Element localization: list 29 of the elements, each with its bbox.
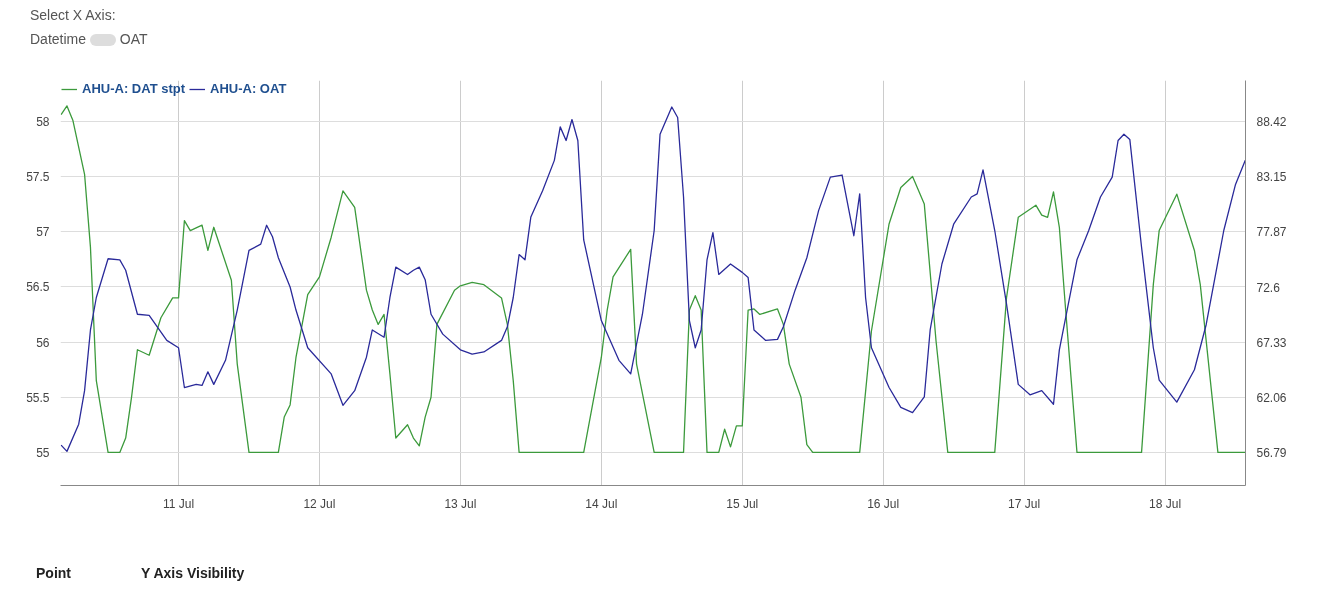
text: Point [36,565,71,581]
x-tick-label: 18 Jul [1149,496,1182,511]
y-tick-label: 57 [36,225,50,240]
x-tick-label: 15 Jul [726,496,759,511]
y2-tick-label: 72.6 [1256,280,1281,295]
legend-label: AHU-A: DAT stpt [82,81,186,96]
x-tick-label: 16 Jul [867,496,900,511]
y2-tick-label: 83.15 [1256,170,1287,185]
y2-tick-label: 77.87 [1256,225,1287,240]
y2-tick-label: 62.06 [1256,390,1287,405]
y2-tick-label: 56.79 [1256,446,1287,461]
y2-tick-label: 67.33 [1256,335,1287,350]
text: OAT [119,31,148,47]
y-tick-label: 56.5 [26,280,50,295]
text: Select X Axis: [30,6,117,25]
y-tick-label: 56 [36,335,50,350]
x-tick-label: 13 Jul [444,496,477,511]
x-tick-label: 17 Jul [1008,496,1041,511]
legend-label: AHU-A: OAT [210,81,287,96]
x-tick-label: 11 Jul [162,496,195,511]
y2-tick-label: 88.42 [1256,114,1287,129]
text: Datetime [30,31,87,47]
y-tick-label: 58 [36,114,50,129]
x-tick-label: 12 Jul [303,496,336,511]
text: Y Axis Visibility [141,565,245,581]
y-tick-label: 55 [36,445,50,460]
y-tick-label: 55.5 [26,390,50,405]
y-tick-label: 57.5 [26,170,50,185]
x-tick-label: 14 Jul [585,496,618,511]
